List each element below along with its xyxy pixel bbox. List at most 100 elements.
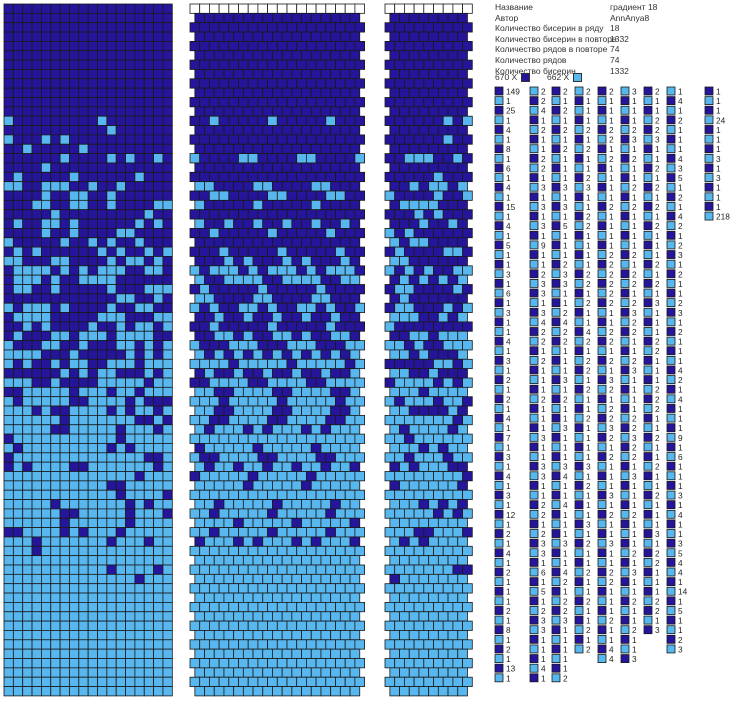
bead xyxy=(418,274,430,285)
bead xyxy=(408,443,420,454)
read-swatch xyxy=(643,307,653,317)
bead xyxy=(106,602,117,613)
bead xyxy=(394,190,405,201)
bead xyxy=(281,50,293,61)
read-count: 1 xyxy=(655,106,660,116)
bead xyxy=(78,564,89,575)
bead xyxy=(276,153,288,164)
read-swatch xyxy=(666,115,676,125)
bead xyxy=(408,31,420,42)
read-count: 1 xyxy=(541,491,546,501)
bead xyxy=(267,321,278,332)
bead xyxy=(134,658,145,669)
read-count: 1 xyxy=(678,87,683,97)
bead xyxy=(143,630,155,641)
bead xyxy=(325,265,336,276)
bead xyxy=(330,125,341,136)
bead xyxy=(106,583,117,594)
bead xyxy=(276,658,288,669)
bead xyxy=(457,573,468,585)
read-count: 1 xyxy=(609,212,614,222)
read-count: 1 xyxy=(586,635,591,645)
read-swatch xyxy=(574,567,584,577)
bead xyxy=(97,377,108,388)
bead xyxy=(12,667,24,678)
bead xyxy=(344,508,356,519)
bead xyxy=(252,443,264,454)
bead xyxy=(310,592,322,603)
bead xyxy=(423,190,434,201)
read-swatch xyxy=(494,413,504,423)
bead xyxy=(213,349,225,360)
bead xyxy=(428,480,439,491)
bead xyxy=(418,386,430,398)
read-swatch xyxy=(643,577,653,587)
read-count: 1 xyxy=(586,317,591,327)
bead xyxy=(262,293,273,304)
read-count: 2 xyxy=(541,356,546,366)
read-count: 1 xyxy=(506,154,511,164)
bead xyxy=(452,227,463,239)
bead xyxy=(153,611,164,622)
read-count: 3 xyxy=(506,491,511,501)
bead xyxy=(301,555,312,566)
read-count: 1 xyxy=(609,365,614,375)
bead xyxy=(125,433,136,444)
bead xyxy=(247,676,259,687)
bead xyxy=(408,12,420,24)
bead xyxy=(442,602,454,613)
read-swatch xyxy=(666,202,676,211)
bead xyxy=(276,508,288,519)
bead xyxy=(447,555,459,566)
bead xyxy=(208,639,220,650)
read-count: 2 xyxy=(632,442,637,452)
bead xyxy=(394,171,405,183)
bead xyxy=(462,452,473,463)
read-count: 2 xyxy=(541,337,546,347)
bead xyxy=(162,171,173,183)
bead xyxy=(3,12,14,24)
read-swatch xyxy=(666,288,676,298)
read-swatch xyxy=(494,317,504,327)
bead xyxy=(189,190,201,201)
bead xyxy=(106,386,117,398)
bead xyxy=(252,611,264,622)
bead xyxy=(286,209,298,220)
bead xyxy=(69,274,80,285)
bead xyxy=(125,686,136,697)
bead xyxy=(115,545,126,557)
bead xyxy=(153,536,164,547)
read-swatch xyxy=(574,394,584,404)
bead xyxy=(394,78,405,89)
bead xyxy=(69,648,80,659)
bead xyxy=(339,368,351,379)
bead xyxy=(162,246,173,257)
bead xyxy=(125,50,136,61)
bead xyxy=(233,461,244,472)
read-swatch xyxy=(643,163,653,173)
read-count: 3 xyxy=(563,202,568,212)
bead xyxy=(134,87,145,98)
bead xyxy=(310,199,322,211)
bead xyxy=(339,461,351,472)
bead xyxy=(218,227,230,239)
bead xyxy=(153,3,164,14)
bead xyxy=(267,59,278,70)
bead xyxy=(272,592,283,603)
read-swatch xyxy=(494,250,504,259)
bead xyxy=(199,414,210,426)
bead xyxy=(238,265,249,276)
bead xyxy=(59,667,70,678)
bead xyxy=(50,321,61,332)
bead xyxy=(162,209,173,220)
bead xyxy=(87,443,98,454)
bead xyxy=(315,265,327,276)
bead xyxy=(87,340,98,351)
bead xyxy=(403,527,415,538)
bead xyxy=(153,508,164,519)
read-count: 1 xyxy=(506,260,511,270)
bead xyxy=(267,115,278,126)
bead xyxy=(320,50,332,61)
bead xyxy=(115,302,126,313)
read-count: 2 xyxy=(632,596,637,606)
